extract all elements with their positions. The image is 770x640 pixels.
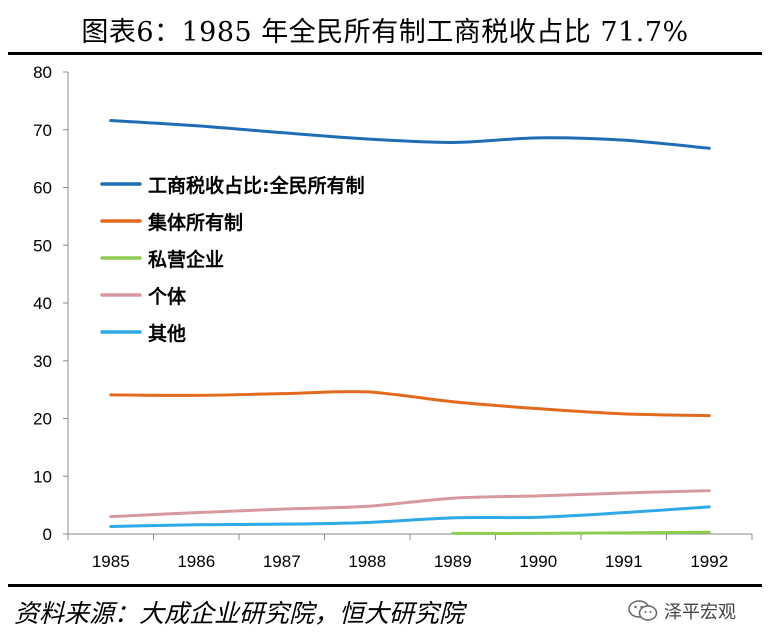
series-line-2	[109, 390, 711, 418]
x-tick-label: 1989	[434, 552, 472, 571]
x-tick-label: 1986	[177, 552, 215, 571]
watermark-text: 泽平宏观	[664, 602, 736, 623]
y-tick-label: 0	[43, 525, 52, 544]
x-tick-label: 1991	[605, 552, 643, 571]
x-tick-label: 1985	[92, 552, 130, 571]
y-tick-label: 30	[33, 352, 52, 371]
series-line-4	[109, 489, 711, 519]
x-tick-label: 1992	[690, 552, 728, 571]
y-tick-label: 40	[33, 294, 52, 313]
y-tick-label: 50	[33, 236, 52, 255]
watermark: 泽平宏观	[628, 598, 736, 624]
x-tick-label: 1987	[263, 552, 301, 571]
source-note: 资料来源：大成企业研究院，恒大研究院	[14, 599, 465, 628]
series-line-1	[109, 119, 711, 150]
top-rule	[8, 52, 762, 55]
y-tick-label: 20	[33, 410, 52, 429]
y-tick-label: 80	[33, 63, 52, 82]
x-tick-label: 1988	[348, 552, 386, 571]
legend-label-4: 个体	[147, 285, 187, 308]
series-line-3	[451, 530, 711, 535]
legend-label-5: 其他	[148, 322, 186, 345]
legend-label-3: 私营企业	[148, 248, 224, 271]
legend-label-1: 工商税收占比:全民所有制	[148, 174, 365, 197]
wechat-icon	[628, 600, 658, 621]
series-line-5	[109, 505, 711, 528]
y-tick-label: 10	[33, 467, 52, 486]
legend-label-2: 集体所有制	[147, 211, 243, 234]
chart-title: 图表6：1985 年全民所有制工商税收占比 71.7%	[81, 17, 689, 48]
x-tick-label: 1990	[519, 552, 557, 571]
bottom-rule	[8, 584, 762, 587]
y-tick-label: 60	[33, 179, 52, 198]
y-tick-label: 70	[33, 121, 52, 140]
